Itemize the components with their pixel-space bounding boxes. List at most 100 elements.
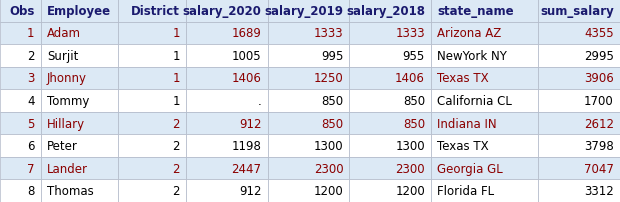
Text: Jhonny: Jhonny [47, 72, 87, 85]
Text: 1406: 1406 [395, 72, 425, 85]
Bar [538, 180, 620, 202]
Bar [538, 0, 620, 22]
Bar [118, 112, 186, 135]
Bar [41, 135, 118, 157]
Bar [538, 67, 620, 90]
Text: sum_salary: sum_salary [540, 5, 614, 18]
Bar [431, 45, 538, 67]
Text: 2447: 2447 [231, 162, 262, 175]
Text: 1: 1 [172, 27, 180, 40]
Bar [268, 157, 350, 180]
Text: 6: 6 [27, 139, 35, 152]
Text: District: District [131, 5, 180, 18]
Text: Employee: Employee [47, 5, 111, 18]
Bar [268, 22, 350, 45]
Text: 912: 912 [239, 184, 262, 197]
Text: 3906: 3906 [584, 72, 614, 85]
Bar [118, 67, 186, 90]
Bar [41, 112, 118, 135]
Text: salary_2020: salary_2020 [183, 5, 262, 18]
Bar [118, 90, 186, 112]
Bar [350, 180, 431, 202]
Text: Arizona AZ: Arizona AZ [437, 27, 502, 40]
Text: 955: 955 [403, 50, 425, 63]
Text: Peter: Peter [47, 139, 78, 152]
Text: 1198: 1198 [232, 139, 262, 152]
Text: 1250: 1250 [314, 72, 343, 85]
Bar [538, 112, 620, 135]
Text: 1333: 1333 [396, 27, 425, 40]
Bar [431, 157, 538, 180]
Bar [0, 0, 41, 22]
Text: 1700: 1700 [584, 95, 614, 107]
Text: 1689: 1689 [232, 27, 262, 40]
Bar [268, 90, 350, 112]
Bar [538, 45, 620, 67]
Bar [350, 157, 431, 180]
Text: Georgia GL: Georgia GL [437, 162, 503, 175]
Bar [350, 90, 431, 112]
Text: 3: 3 [27, 72, 35, 85]
Bar [268, 0, 350, 22]
Bar [350, 67, 431, 90]
Text: 2612: 2612 [584, 117, 614, 130]
Bar [431, 90, 538, 112]
Text: 1: 1 [27, 27, 35, 40]
Text: 2: 2 [172, 139, 180, 152]
Bar [41, 90, 118, 112]
Bar [41, 180, 118, 202]
Bar [41, 0, 118, 22]
Text: Adam: Adam [47, 27, 81, 40]
Text: 2: 2 [27, 50, 35, 63]
Text: 7047: 7047 [584, 162, 614, 175]
Bar [186, 180, 268, 202]
Text: 995: 995 [321, 50, 343, 63]
Bar [431, 22, 538, 45]
Bar [186, 22, 268, 45]
Bar [118, 135, 186, 157]
Text: 2: 2 [172, 184, 180, 197]
Bar [41, 67, 118, 90]
Text: 1200: 1200 [314, 184, 343, 197]
Bar [118, 180, 186, 202]
Text: 1: 1 [172, 50, 180, 63]
Bar [431, 180, 538, 202]
Text: 4: 4 [27, 95, 35, 107]
Bar [41, 22, 118, 45]
Text: Thomas: Thomas [47, 184, 94, 197]
Bar [118, 22, 186, 45]
Bar [118, 0, 186, 22]
Bar [350, 0, 431, 22]
Bar [118, 45, 186, 67]
Text: 850: 850 [403, 95, 425, 107]
Bar [268, 135, 350, 157]
Text: 1333: 1333 [314, 27, 343, 40]
Text: 1200: 1200 [395, 184, 425, 197]
Text: 1: 1 [172, 72, 180, 85]
Bar [431, 0, 538, 22]
Bar [0, 180, 41, 202]
Bar [186, 157, 268, 180]
Text: Texas TX: Texas TX [437, 139, 489, 152]
Bar [0, 45, 41, 67]
Bar [538, 157, 620, 180]
Bar [268, 45, 350, 67]
Text: 2300: 2300 [314, 162, 343, 175]
Text: 1300: 1300 [396, 139, 425, 152]
Bar [41, 45, 118, 67]
Text: Hillary: Hillary [47, 117, 85, 130]
Text: Tommy: Tommy [47, 95, 89, 107]
Bar [0, 135, 41, 157]
Text: 8: 8 [27, 184, 35, 197]
Text: 3312: 3312 [584, 184, 614, 197]
Bar [0, 112, 41, 135]
Text: 850: 850 [321, 95, 343, 107]
Text: 1: 1 [172, 95, 180, 107]
Bar [0, 90, 41, 112]
Text: .: . [258, 95, 262, 107]
Bar [538, 22, 620, 45]
Text: 1005: 1005 [232, 50, 262, 63]
Text: Florida FL: Florida FL [437, 184, 495, 197]
Bar [268, 180, 350, 202]
Text: 1300: 1300 [314, 139, 343, 152]
